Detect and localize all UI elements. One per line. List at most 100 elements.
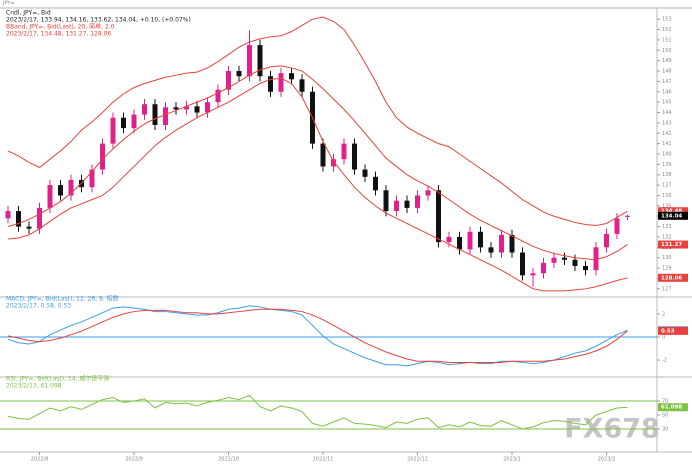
y-tick-label: 140 <box>662 152 672 158</box>
candle-body <box>394 200 399 212</box>
candle-body <box>320 143 326 167</box>
candle-body <box>478 231 483 248</box>
y-tick-label: 153 <box>662 17 672 23</box>
y-tick-label: 30 <box>662 427 668 433</box>
last-value-label: 134.04 <box>661 213 682 219</box>
x-tick-label: 2022/9 <box>125 457 143 463</box>
candle-body <box>541 262 546 274</box>
panel-subtitle: 2023/2/17, 61.098 <box>6 383 62 390</box>
candle-body <box>100 143 105 170</box>
candle-body <box>268 76 273 92</box>
candle-body <box>16 211 21 227</box>
y-tick-label: 142 <box>662 131 672 137</box>
y-tick-label: 150 <box>662 48 672 54</box>
candle-body <box>572 259 578 266</box>
y-tick-label: 0 <box>662 335 665 341</box>
last-value-box <box>658 273 688 282</box>
y-tick-label: 127 <box>662 286 672 292</box>
candle-body <box>499 234 504 253</box>
last-value-box <box>658 326 688 335</box>
y-tick-label: 135 <box>662 203 672 209</box>
overlay-subtitle: 2023/2/17, 134.48, 131.27, 128.06 <box>6 31 111 38</box>
candle-body <box>404 200 410 208</box>
candle-body <box>110 117 116 144</box>
panel-title: MACD, JPY=, Bid(Last), 12, 26, 9, 指数 <box>6 295 119 303</box>
x-tick-label: 2022/8 <box>31 457 49 463</box>
candle-body <box>257 45 263 77</box>
y-tick-label: 151 <box>662 37 672 43</box>
candle-body <box>436 190 441 243</box>
candle-body <box>247 45 252 77</box>
candle-body <box>163 107 168 125</box>
overlay-title: BBand, JPY=, Bid(Last), 20, 简单, 2.0 <box>6 23 115 31</box>
candle-body <box>278 73 284 92</box>
candle-body <box>194 106 200 113</box>
candle-body <box>425 190 431 196</box>
candle-body <box>625 215 630 217</box>
candle-body <box>362 169 368 177</box>
last-value-label: 0.53 <box>661 328 675 334</box>
y-tick-label: 143 <box>662 120 672 126</box>
candle-body <box>215 89 221 103</box>
y-tick-label: 70 <box>662 399 668 405</box>
header: JPY= <box>2 1 15 7</box>
candle-body <box>593 247 599 271</box>
y-tick-label: 139 <box>662 162 672 168</box>
candle-body <box>373 176 378 191</box>
candle-body <box>205 102 210 113</box>
y-tick-label: 132 <box>662 234 672 240</box>
last-value-box <box>658 211 688 220</box>
candle-body <box>47 185 53 208</box>
y-tick-label: 133 <box>662 224 672 230</box>
candle-body <box>551 257 557 263</box>
candle-body <box>383 190 389 212</box>
candle-body <box>446 236 452 243</box>
series-line <box>7 305 628 367</box>
candle-body <box>131 114 137 129</box>
y-tick-label: 147 <box>662 79 672 85</box>
candle-body <box>37 207 42 229</box>
candle-body <box>509 234 515 253</box>
series-line <box>7 16 628 227</box>
candle-body <box>562 257 567 260</box>
panel-subtitle: 2023/2/17, 0.58, 0.53 <box>6 303 71 310</box>
candle-body <box>121 117 126 129</box>
last-value-box <box>658 240 688 249</box>
candle-body <box>331 159 336 167</box>
last-value-box <box>658 207 688 216</box>
y-tick-label: 148 <box>662 69 672 75</box>
last-value-label: 131.27 <box>661 242 682 248</box>
x-tick-label: 2022/11 <box>313 457 334 463</box>
candle-body <box>520 252 525 276</box>
candle-body <box>614 218 620 234</box>
y-tick-label: 146 <box>662 89 672 95</box>
candle-body <box>299 79 305 92</box>
x-tick-label: 2022/10 <box>218 457 239 463</box>
candle-body <box>488 247 494 253</box>
panel-title: RSI, JPY=, Bid(Last), 14, 威尔德平滑 <box>6 375 109 383</box>
panel-subtitle: 2023/2/17, 133.94, 134.16, 133.62, 134.0… <box>6 17 191 24</box>
y-tick-label: 2 <box>662 311 665 317</box>
candle-body <box>58 185 63 196</box>
y-tick-label: 50 <box>662 413 668 419</box>
x-tick-label: 2023/1 <box>503 457 521 463</box>
x-tick-label: 2023/2 <box>598 457 616 463</box>
candle-body <box>236 71 242 77</box>
series-line <box>7 308 628 363</box>
candle-body <box>583 266 588 271</box>
candle-body <box>142 104 147 115</box>
last-value-label: 134.48 <box>661 209 682 215</box>
y-tick-label: 152 <box>662 27 672 33</box>
last-value-label: 61.098 <box>661 405 682 411</box>
last-value-box <box>658 403 688 412</box>
series-line <box>7 65 628 261</box>
candle-body <box>68 179 74 196</box>
candle-body <box>5 211 11 219</box>
candle-body <box>184 106 189 110</box>
y-tick-label: 136 <box>662 193 672 199</box>
candle-body <box>226 71 231 90</box>
candle-body <box>415 195 420 208</box>
y-tick-label: 137 <box>662 183 672 189</box>
